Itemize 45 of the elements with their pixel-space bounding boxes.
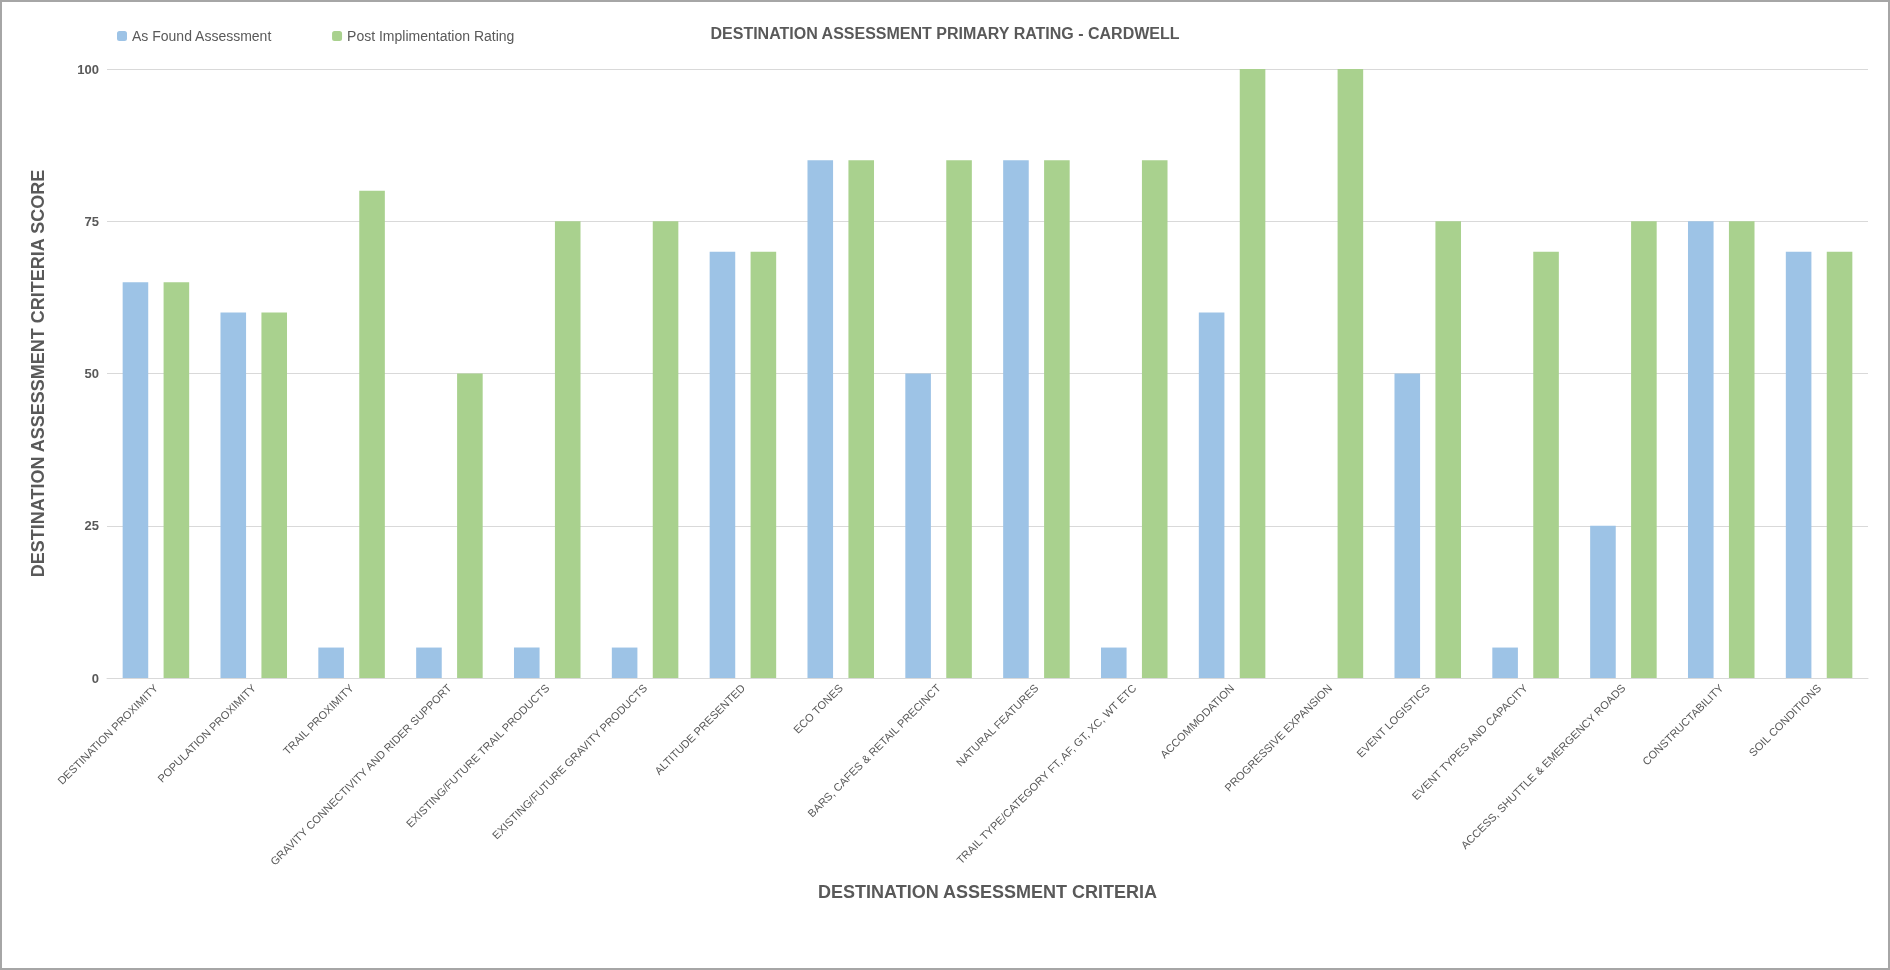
bar [1337, 69, 1364, 678]
bar [457, 373, 483, 678]
chart-title: DESTINATION ASSESSMENT PRIMARY RATING - CARDWELL [710, 24, 1180, 42]
bar [318, 647, 344, 678]
bar [905, 373, 931, 678]
bar [1239, 69, 1266, 678]
bar [1198, 312, 1225, 678]
bar [1631, 221, 1657, 678]
x-axis-title: DESTINATION ASSESSMENT CRITERIA [817, 882, 1158, 902]
bar [513, 647, 540, 678]
legend-label: Post Implimentation Rating [347, 28, 515, 44]
bar [652, 221, 679, 678]
legend-label: As Found Assessment [132, 28, 272, 44]
bar [848, 160, 875, 678]
bar [1003, 160, 1029, 678]
y-tick-label: 75 [84, 213, 99, 229]
bar [1533, 251, 1559, 678]
y-axis-title: DESTINATION ASSESSMENT CRITERIA SCORE [28, 169, 48, 578]
bar [122, 282, 149, 678]
bar [416, 647, 442, 678]
bar [709, 251, 736, 678]
bar [1044, 160, 1070, 678]
bar [359, 190, 385, 678]
bar [1590, 525, 1616, 678]
bar [261, 312, 288, 678]
bar [1728, 221, 1755, 678]
bar [1394, 373, 1421, 678]
bar [163, 282, 190, 678]
bar [1100, 647, 1127, 678]
bar [1141, 160, 1168, 678]
bar [1687, 221, 1714, 678]
y-tick-label: 50 [84, 366, 99, 381]
bar [1785, 251, 1812, 678]
y-tick-label: 100 [77, 61, 99, 77]
bar [807, 160, 834, 678]
bar [220, 312, 247, 678]
bar [554, 221, 581, 678]
bar [1435, 221, 1462, 678]
bar [1826, 251, 1853, 678]
bar [611, 647, 638, 678]
y-tick-label: 25 [84, 518, 99, 534]
bar [1492, 647, 1518, 678]
y-tick-label: 0 [91, 670, 99, 686]
bar [946, 160, 972, 678]
bar [750, 251, 777, 678]
